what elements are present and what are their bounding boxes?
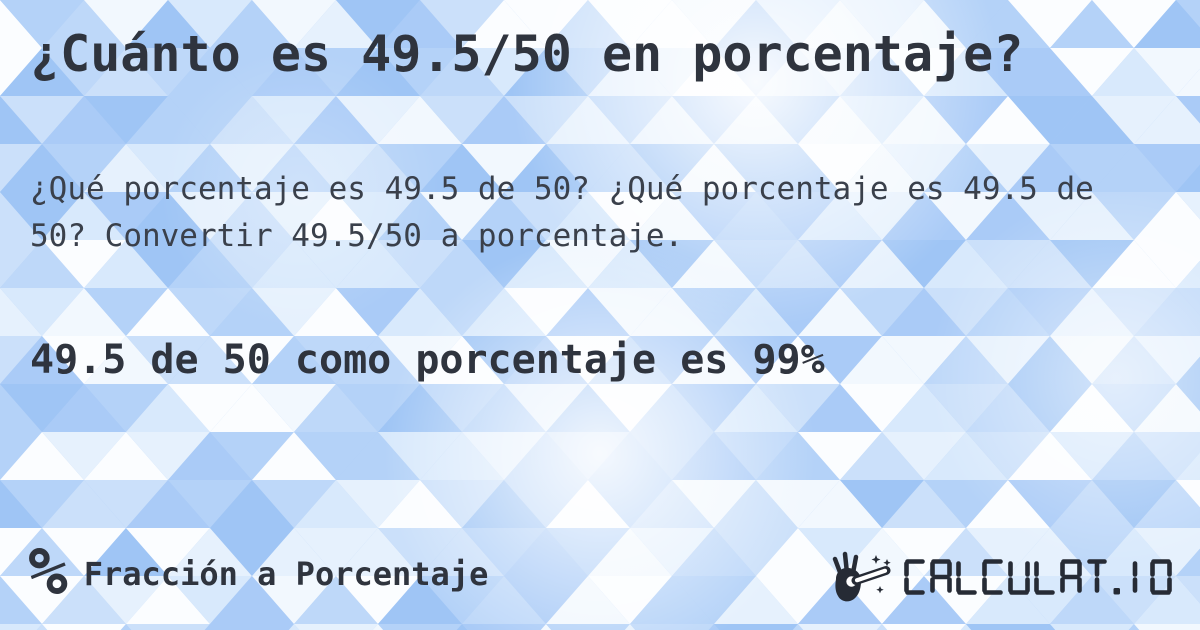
brand-logo[interactable]: [830, 548, 1172, 606]
category-badge: % Fracción a Porcentaje: [28, 534, 488, 614]
page-title: ¿Cuánto es 49.5/50 en porcentaje?: [30, 25, 1024, 83]
answer-text: 49.5 de 50 como porcentaje es 99%: [30, 337, 825, 383]
magic-wand-hand-icon: [832, 551, 891, 602]
brand-wordmark: [904, 559, 1172, 595]
sparkle-stars: [871, 555, 891, 594]
percent-icon: %: [28, 533, 68, 610]
question-text: ¿Qué porcentaje es 49.5 de 50? ¿Qué porc…: [30, 171, 1094, 254]
category-label: Fracción a Porcentaje: [83, 555, 489, 593]
